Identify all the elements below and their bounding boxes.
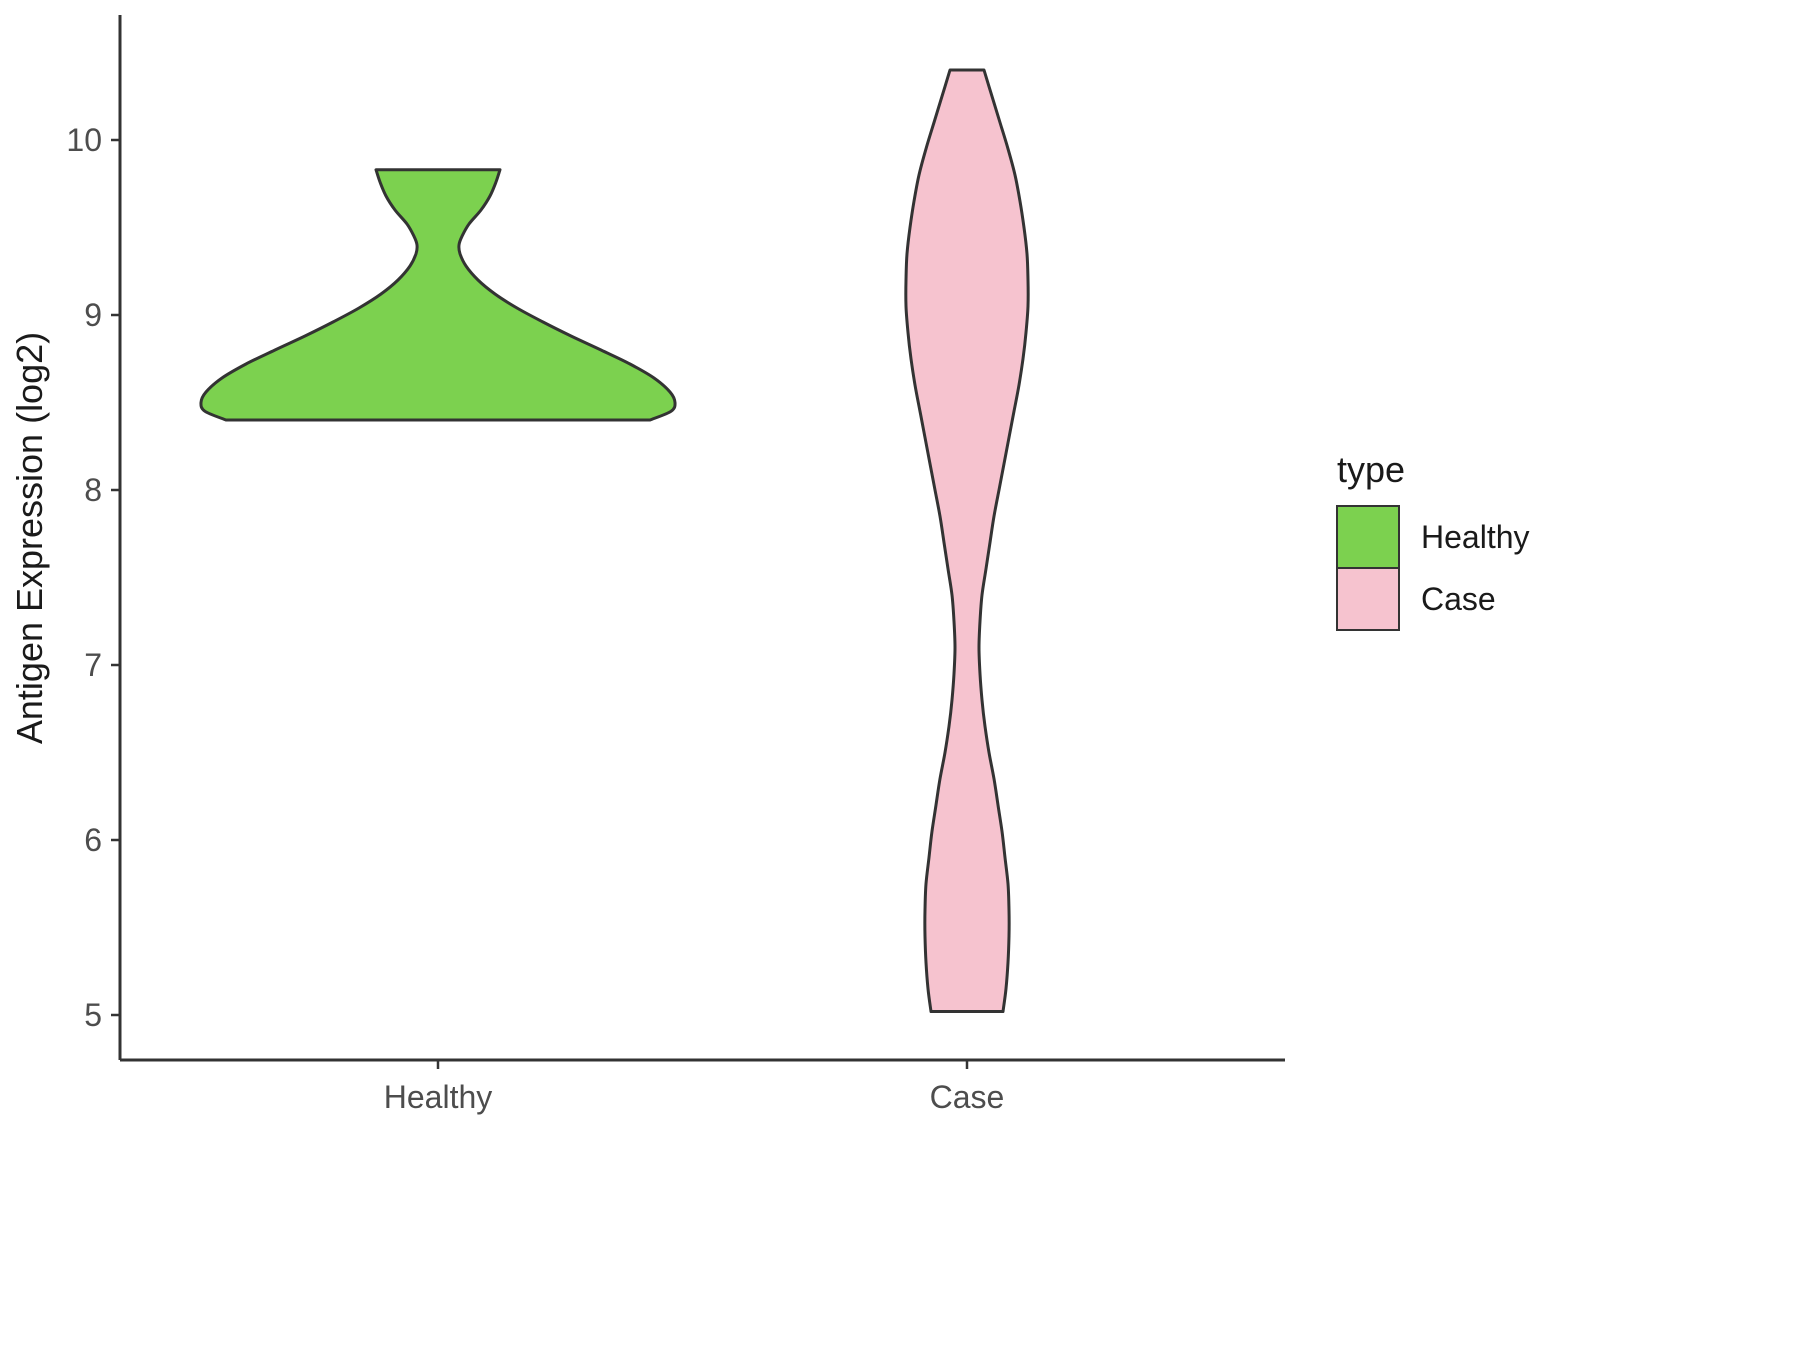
legend-key-case bbox=[1336, 567, 1400, 631]
y-axis-title: Antigen Expression (log2) bbox=[9, 332, 50, 744]
legend-label-case: Case bbox=[1421, 581, 1496, 617]
y-tick-label: 10 bbox=[66, 122, 102, 158]
violin-case bbox=[904, 68, 1030, 1013]
x-category-label: Case bbox=[930, 1079, 1005, 1115]
legend-title: type bbox=[1337, 449, 1405, 490]
y-tick-label: 9 bbox=[84, 297, 102, 333]
x-category-label: Healthy bbox=[384, 1079, 493, 1115]
y-tick-label: 5 bbox=[84, 997, 102, 1033]
y-tick-label: 6 bbox=[84, 822, 102, 858]
legend-key-healthy bbox=[1336, 505, 1400, 569]
y-tick-label: 7 bbox=[84, 647, 102, 683]
y-tick-label: 8 bbox=[84, 472, 102, 508]
violin-healthy bbox=[199, 168, 677, 422]
legend-label-healthy: Healthy bbox=[1421, 519, 1530, 555]
